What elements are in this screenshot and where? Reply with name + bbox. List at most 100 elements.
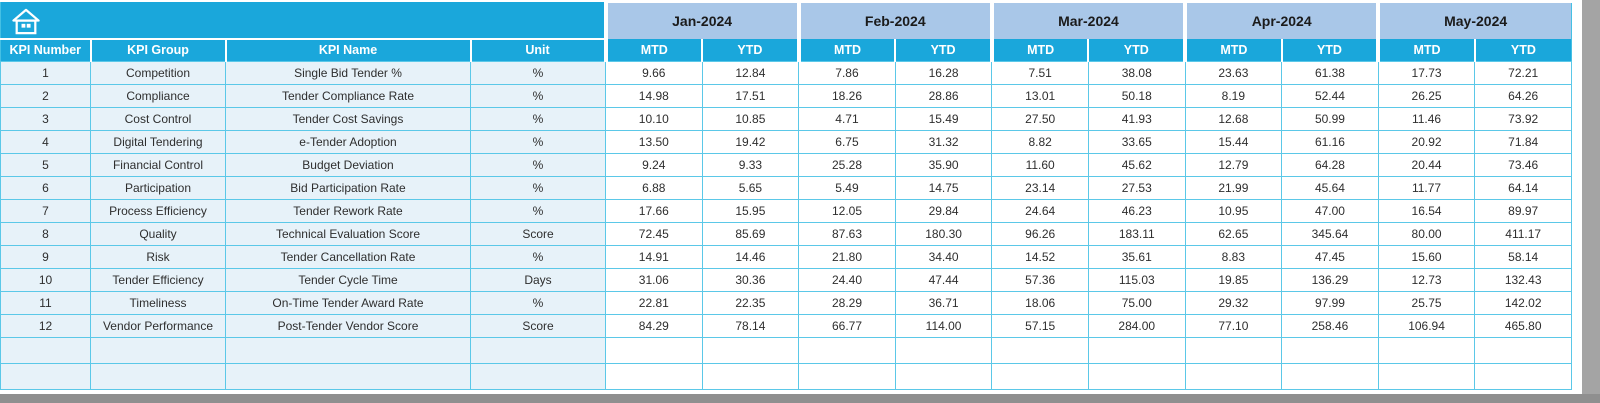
kpi-name-cell[interactable]: Tender Cycle Time [225,268,471,292]
kpi-value-cell[interactable]: 41.93 [1087,107,1186,131]
kpi-value-cell[interactable]: 27.50 [991,107,1089,131]
kpi-name-cell[interactable]: Tender Cost Savings [225,107,471,131]
kpi-value-cell[interactable]: 9.33 [701,153,800,177]
kpi-value-cell[interactable]: 46.23 [1087,199,1186,223]
kpi-number-cell[interactable]: 4 [0,130,91,154]
kpi-value-cell[interactable]: 8.83 [1184,245,1283,269]
kpi-value-cell[interactable]: 61.38 [1281,61,1379,85]
kpi-value-cell[interactable]: 28.86 [894,84,993,108]
kpi-value-cell[interactable]: 258.46 [1281,314,1379,338]
empty-left-cell[interactable] [0,337,91,364]
empty-left-cell[interactable] [225,337,471,364]
kpi-value-cell[interactable]: 21.80 [798,245,896,269]
kpi-value-cell[interactable]: 14.98 [605,84,703,108]
kpi-value-cell[interactable]: 62.65 [1184,222,1283,246]
kpi-value-cell[interactable]: 142.02 [1474,291,1572,315]
kpi-value-cell[interactable]: 15.60 [1377,245,1476,269]
kpi-value-cell[interactable]: 35.90 [894,153,993,177]
kpi-value-cell[interactable]: 14.91 [605,245,703,269]
kpi-value-cell[interactable]: 73.92 [1474,107,1572,131]
kpi-value-cell[interactable]: 106.94 [1377,314,1476,338]
kpi-value-cell[interactable]: 17.51 [701,84,800,108]
kpi-group-cell[interactable]: Competition [90,61,226,85]
kpi-value-cell[interactable]: 13.50 [605,130,703,154]
kpi-value-cell[interactable]: 15.95 [701,199,800,223]
kpi-value-cell[interactable]: 58.14 [1474,245,1572,269]
kpi-value-cell[interactable]: 132.43 [1474,268,1572,292]
kpi-value-cell[interactable]: 18.06 [991,291,1089,315]
kpi-group-cell[interactable]: Risk [90,245,226,269]
empty-left-cell[interactable] [0,363,91,390]
kpi-value-cell[interactable]: 38.08 [1087,61,1186,85]
kpi-value-cell[interactable]: 85.69 [701,222,800,246]
kpi-value-cell[interactable]: 12.73 [1377,268,1476,292]
empty-value-cell[interactable] [1474,337,1572,364]
empty-value-cell[interactable] [1474,363,1572,390]
empty-value-cell[interactable] [1087,363,1186,390]
empty-value-cell[interactable] [1184,337,1283,364]
kpi-name-cell[interactable]: Bid Participation Rate [225,176,471,200]
kpi-value-cell[interactable]: 180.30 [894,222,993,246]
kpi-value-cell[interactable]: 19.85 [1184,268,1283,292]
empty-value-cell[interactable] [701,337,800,364]
kpi-unit-cell[interactable]: Score [470,314,606,338]
empty-value-cell[interactable] [605,363,703,390]
kpi-name-cell[interactable]: e-Tender Adoption [225,130,471,154]
kpi-value-cell[interactable]: 115.03 [1087,268,1186,292]
kpi-name-cell[interactable]: Tender Rework Rate [225,199,471,223]
empty-value-cell[interactable] [798,337,896,364]
kpi-value-cell[interactable]: 30.36 [701,268,800,292]
kpi-unit-cell[interactable]: % [470,176,606,200]
kpi-unit-cell[interactable]: % [470,107,606,131]
empty-value-cell[interactable] [894,363,993,390]
kpi-number-cell[interactable]: 10 [0,268,91,292]
kpi-value-cell[interactable]: 10.85 [701,107,800,131]
kpi-value-cell[interactable]: 23.63 [1184,61,1283,85]
empty-value-cell[interactable] [991,363,1089,390]
empty-left-cell[interactable] [225,363,471,390]
kpi-value-cell[interactable]: 14.46 [701,245,800,269]
kpi-name-cell[interactable]: On-Time Tender Award Rate [225,291,471,315]
kpi-value-cell[interactable]: 57.15 [991,314,1089,338]
kpi-group-cell[interactable]: Timeliness [90,291,226,315]
kpi-value-cell[interactable]: 411.17 [1474,222,1572,246]
kpi-value-cell[interactable]: 18.26 [798,84,896,108]
kpi-value-cell[interactable]: 12.79 [1184,153,1283,177]
kpi-value-cell[interactable]: 64.14 [1474,176,1572,200]
kpi-value-cell[interactable]: 73.46 [1474,153,1572,177]
kpi-value-cell[interactable]: 15.44 [1184,130,1283,154]
kpi-value-cell[interactable]: 183.11 [1087,222,1186,246]
kpi-value-cell[interactable]: 22.81 [605,291,703,315]
kpi-value-cell[interactable]: 8.19 [1184,84,1283,108]
kpi-value-cell[interactable]: 16.28 [894,61,993,85]
kpi-value-cell[interactable]: 61.16 [1281,130,1379,154]
empty-value-cell[interactable] [1377,337,1476,364]
kpi-value-cell[interactable]: 24.64 [991,199,1089,223]
kpi-value-cell[interactable]: 10.95 [1184,199,1283,223]
home-icon[interactable] [11,8,604,35]
kpi-name-cell[interactable]: Post-Tender Vendor Score [225,314,471,338]
kpi-value-cell[interactable]: 136.29 [1281,268,1379,292]
kpi-value-cell[interactable]: 26.25 [1377,84,1476,108]
kpi-value-cell[interactable]: 21.99 [1184,176,1283,200]
kpi-group-cell[interactable]: Tender Efficiency [90,268,226,292]
kpi-value-cell[interactable]: 16.54 [1377,199,1476,223]
kpi-value-cell[interactable]: 11.46 [1377,107,1476,131]
empty-value-cell[interactable] [1281,363,1379,390]
kpi-value-cell[interactable]: 5.65 [701,176,800,200]
kpi-number-cell[interactable]: 9 [0,245,91,269]
kpi-value-cell[interactable]: 12.68 [1184,107,1283,131]
kpi-unit-cell[interactable]: Score [470,222,606,246]
empty-value-cell[interactable] [1377,363,1476,390]
kpi-number-cell[interactable]: 6 [0,176,91,200]
kpi-value-cell[interactable]: 36.71 [894,291,993,315]
kpi-value-cell[interactable]: 47.44 [894,268,993,292]
kpi-value-cell[interactable]: 89.97 [1474,199,1572,223]
kpi-value-cell[interactable]: 28.29 [798,291,896,315]
kpi-value-cell[interactable]: 33.65 [1087,130,1186,154]
kpi-value-cell[interactable]: 25.28 [798,153,896,177]
kpi-value-cell[interactable]: 14.75 [894,176,993,200]
kpi-unit-cell[interactable]: % [470,245,606,269]
kpi-value-cell[interactable]: 84.29 [605,314,703,338]
kpi-group-cell[interactable]: Quality [90,222,226,246]
